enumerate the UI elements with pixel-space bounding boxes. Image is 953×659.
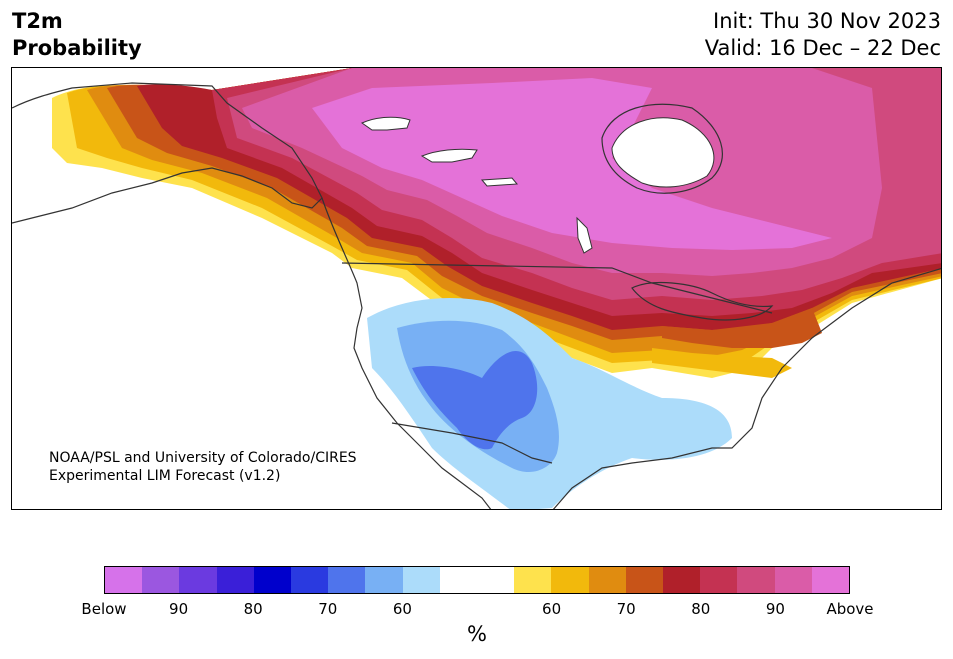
colorbar-segment (402, 567, 440, 593)
great-bear-lake (361, 116, 411, 131)
chart-title: T2m Probability (12, 8, 142, 62)
lake-athabasca (480, 177, 519, 187)
colorbar (104, 566, 850, 594)
forecast-dates: Init: Thu 30 Nov 2023 Valid: 16 Dec – 22… (705, 8, 941, 62)
colorbar-segment (105, 567, 143, 593)
probability-map (11, 67, 942, 510)
init-date: Init: Thu 30 Nov 2023 (713, 9, 941, 33)
forecast-credit: NOAA/PSL and University of Colorado/CIRE… (49, 449, 357, 485)
great-lakes-outline (631, 281, 774, 321)
colorbar-segment (811, 567, 850, 593)
colorbar-segment (625, 567, 664, 593)
band-above-strong (312, 78, 832, 250)
colorbar-tick-label: 70 (318, 600, 338, 618)
colorbar-tick-label: 80 (243, 600, 263, 618)
colorbar-segment (774, 567, 812, 593)
below-normal-region (367, 298, 732, 509)
northeast-warm-bands (652, 308, 822, 378)
band-below-65 (412, 351, 538, 450)
colorbar-segment (142, 567, 180, 593)
band-ne-70 (662, 308, 822, 348)
credit-line-1: NOAA/PSL and University of Colorado/CIRE… (49, 450, 357, 466)
hudson-bay (611, 117, 715, 188)
colorbar-segment (514, 567, 552, 593)
colorbar-segment (179, 567, 217, 593)
west-coast-outline (321, 197, 492, 509)
title-type: Probability (12, 36, 142, 60)
colorbar-tick-label: 70 (616, 600, 636, 618)
hudson-bay-outline (601, 103, 723, 194)
title-variable: T2m (12, 9, 63, 33)
great-slave-lake (420, 148, 478, 163)
coastlines (12, 82, 941, 509)
colorbar-segment (439, 567, 478, 593)
colorbar-segment (477, 567, 515, 593)
map-canvas (12, 68, 941, 509)
gulf-coast-outline (552, 267, 941, 509)
colorbar-segment (588, 567, 626, 593)
colorbar-segment (365, 567, 403, 593)
colorbar-segment (737, 567, 775, 593)
colorbar-segment (663, 567, 701, 593)
colorbar-tick-label: 60 (392, 600, 412, 618)
us-mexico-border (391, 422, 553, 464)
valid-range: Valid: 16 Dec – 22 Dec (704, 36, 941, 60)
colorbar-segment (700, 567, 738, 593)
colorbar-tick-label: 90 (765, 600, 785, 618)
credit-line-2: Experimental LIM Forecast (v1.2) (49, 468, 281, 484)
colorbar-tick-label: Below (81, 600, 127, 618)
colorbar-units: % (467, 622, 487, 646)
colorbar-tick-label: Above (826, 600, 874, 618)
colorbar-segment (551, 567, 589, 593)
colorbar-tick-label: 80 (691, 600, 711, 618)
colorbar-tick-label: 90 (169, 600, 189, 618)
colorbar-tick-label: 60 (542, 600, 562, 618)
colorbar-segment (328, 567, 366, 593)
water-bodies (361, 116, 715, 254)
alaska-outline (12, 82, 323, 224)
lake-winnipeg (576, 216, 593, 254)
band-ne-60 (652, 348, 792, 378)
colorbar-segment (253, 567, 292, 593)
colorbar-segment (216, 567, 254, 593)
colorbar-segment (291, 567, 329, 593)
